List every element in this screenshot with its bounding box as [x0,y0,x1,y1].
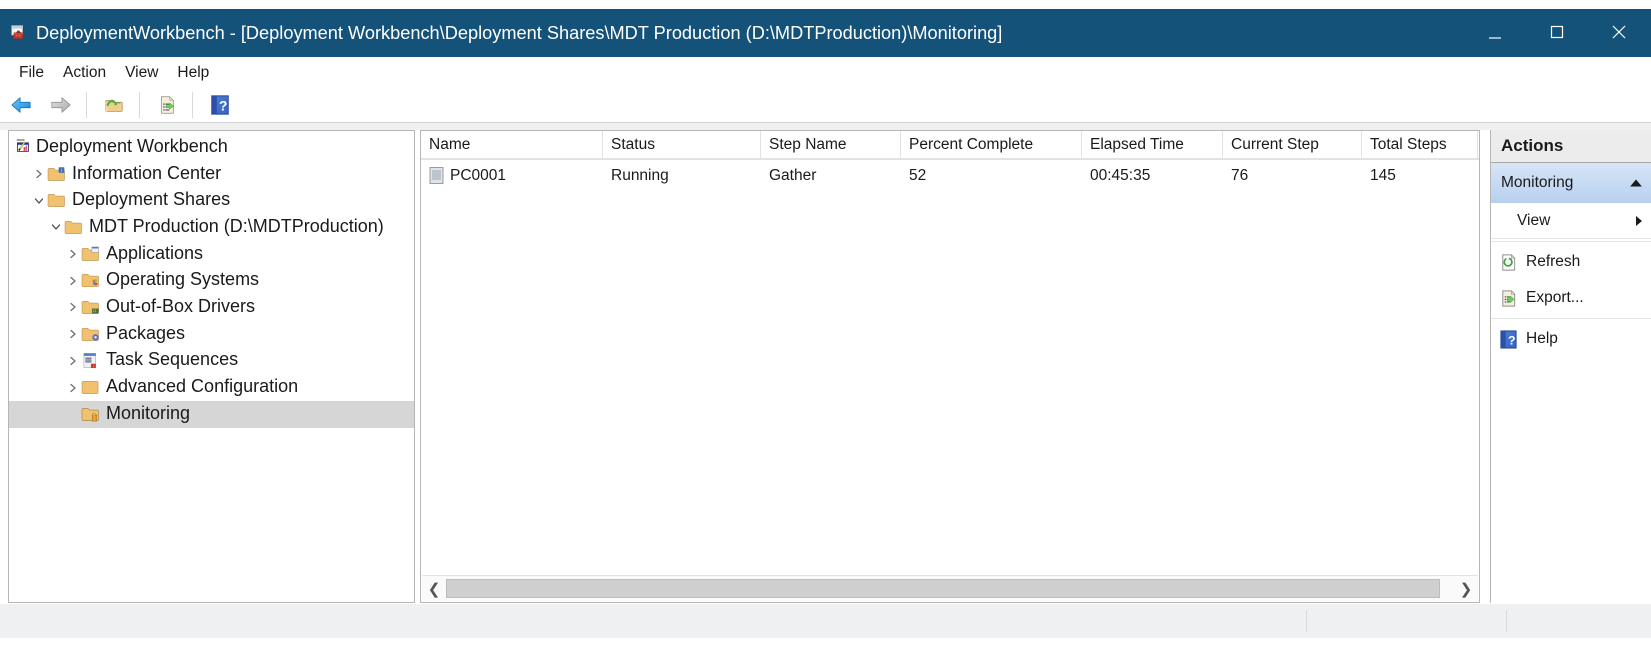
svg-text:?: ? [219,99,227,114]
svg-text:i: i [61,167,62,173]
svg-text:!: ! [93,365,94,369]
svg-text:?: ? [1508,333,1516,347]
